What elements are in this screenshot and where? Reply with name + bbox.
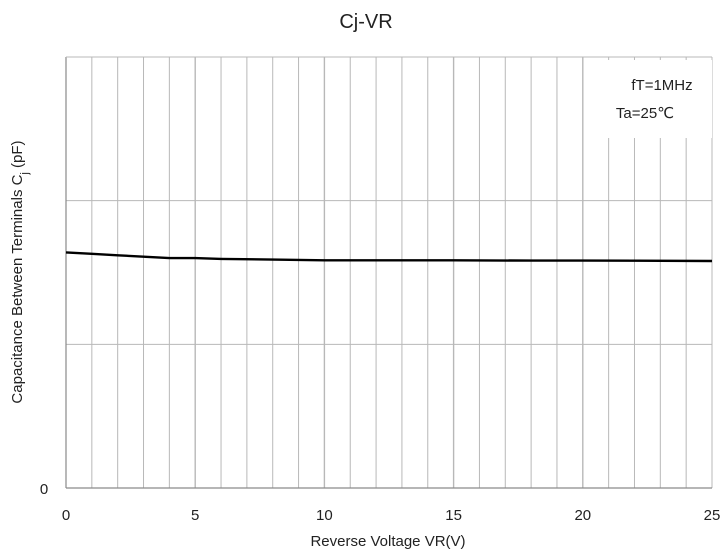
series-group <box>65 251 713 263</box>
x-tick-label-5: 5 <box>191 507 199 524</box>
y-axis-label: Capacitance Between Terminals Cj (pF) <box>9 140 31 403</box>
grid <box>66 57 712 488</box>
x-tick-label-0: 0 <box>62 507 70 524</box>
annotation-temperature: Ta=25℃ <box>616 105 674 122</box>
x-tick-label-20: 20 <box>574 507 591 524</box>
chart-title: Cj-VR <box>339 11 392 33</box>
x-axis-label: Reverse Voltage VR(V) <box>310 533 465 550</box>
x-tick-label-10: 10 <box>316 507 333 524</box>
y-tick-label-0: 0 <box>40 481 48 498</box>
y-axis-label-main: Capacitance Between Terminals C <box>9 174 26 403</box>
y-axis-label-subscript: j <box>19 172 31 175</box>
x-tick-labels: 0 5 10 15 20 25 <box>62 507 721 524</box>
annotation-box <box>606 60 712 138</box>
y-axis-label-unit: (pF) <box>9 140 26 172</box>
annotation-frequency: fT=1MHz <box>631 77 692 94</box>
series-line-0 <box>65 251 713 263</box>
x-tick-label-25: 25 <box>704 507 721 524</box>
y-tick-labels: 0 <box>40 481 48 498</box>
x-tick-label-15: 15 <box>445 507 462 524</box>
